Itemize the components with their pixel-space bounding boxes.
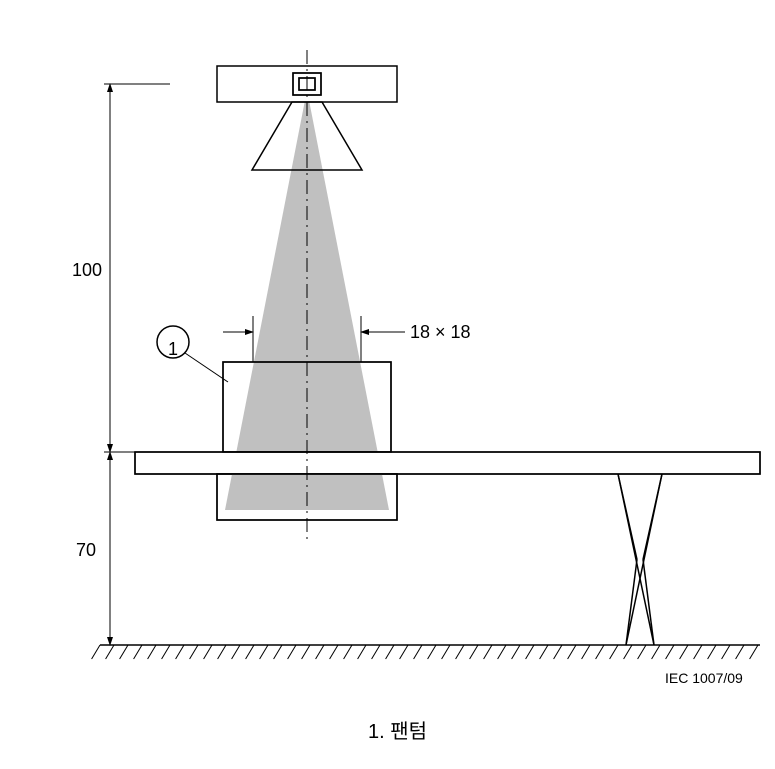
dim-70-label: 70 [76,540,96,561]
dim-100-label: 100 [72,260,102,281]
figure-caption: 1. 팬텀 [368,715,427,744]
dim-field-label: 18 × 18 [410,322,471,343]
iec-standard-label: IEC 1007/09 [665,670,743,686]
diagram-container: 1. 팬텀 IEC 1007/09 100 70 18 × 18 1 [20,20,775,749]
diagram-svg [20,20,775,749]
callout-number: 1 [168,339,178,360]
